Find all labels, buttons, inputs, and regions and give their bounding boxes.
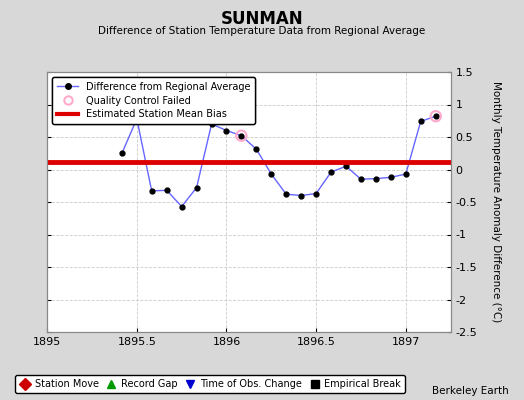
Legend: Station Move, Record Gap, Time of Obs. Change, Empirical Break: Station Move, Record Gap, Time of Obs. C… [15, 375, 405, 393]
Text: Berkeley Earth: Berkeley Earth [432, 386, 508, 396]
Legend: Difference from Regional Average, Quality Control Failed, Estimated Station Mean: Difference from Regional Average, Qualit… [52, 77, 255, 124]
Text: SUNMAN: SUNMAN [221, 10, 303, 28]
Point [432, 113, 440, 119]
Text: Difference of Station Temperature Data from Regional Average: Difference of Station Temperature Data f… [99, 26, 425, 36]
Point [237, 132, 246, 139]
Y-axis label: Monthly Temperature Anomaly Difference (°C): Monthly Temperature Anomaly Difference (… [491, 81, 501, 323]
